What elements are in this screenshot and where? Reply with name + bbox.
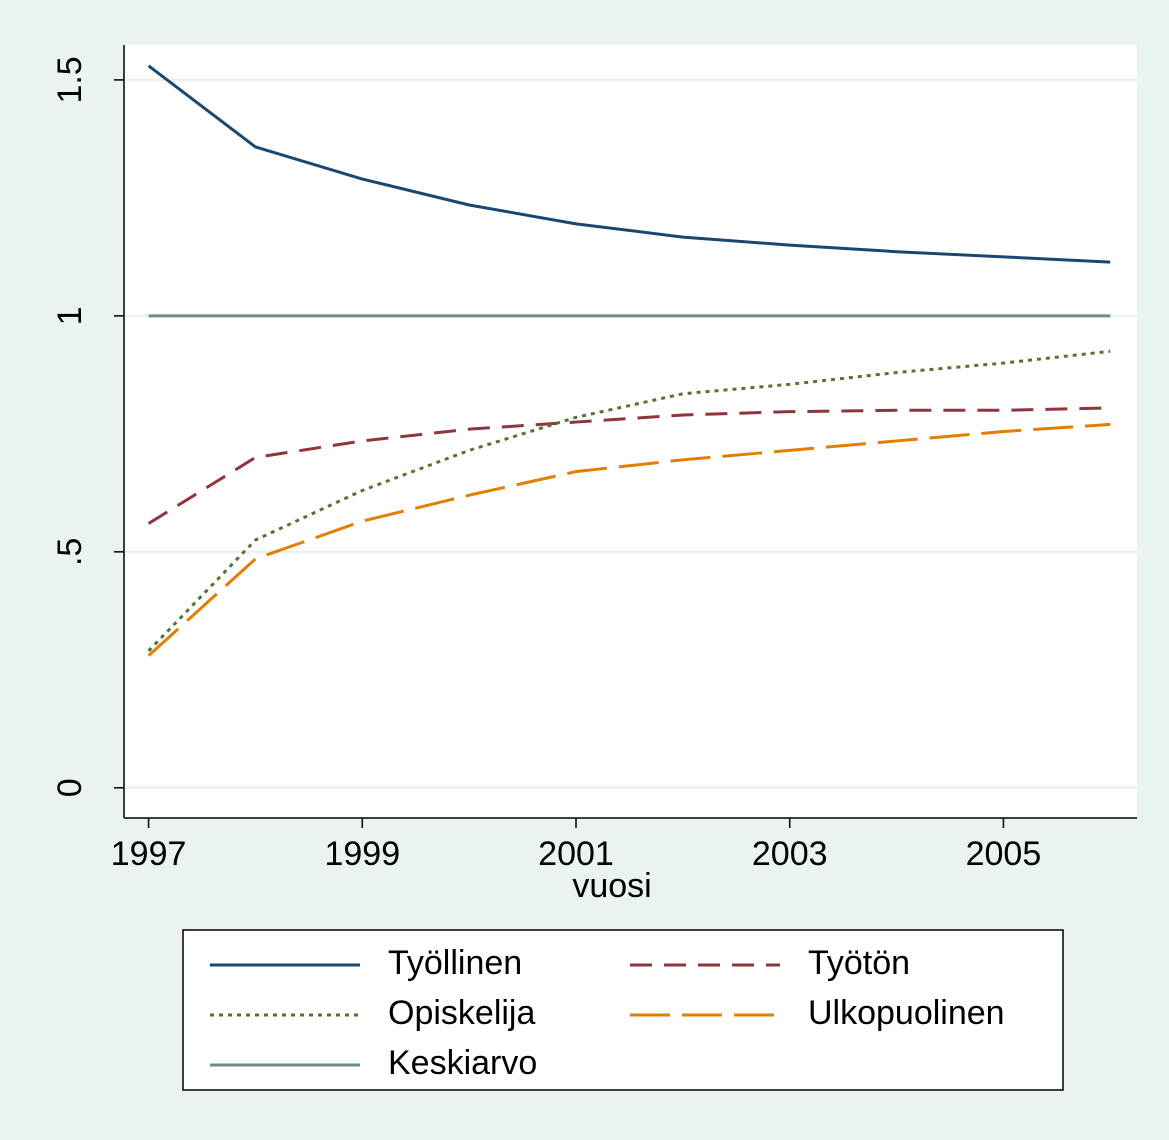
x-tick-label: 2005 — [966, 835, 1042, 873]
y-tick-label: 0 — [51, 778, 89, 797]
legend-label: Ulkopuolinen — [808, 994, 1005, 1032]
series-line — [147, 349, 1111, 652]
series-line — [147, 422, 1111, 657]
y-tick-label: .5 — [51, 538, 89, 566]
series-line — [147, 64, 1111, 264]
x-tick-label: 2003 — [752, 835, 828, 873]
legend — [182, 929, 1064, 1091]
legend-label: Opiskelija — [388, 994, 535, 1032]
x-tick-label: 1999 — [324, 835, 400, 873]
series-line — [147, 406, 1111, 525]
y-tick-label: 1 — [51, 306, 89, 325]
y-tick-label: 1.5 — [51, 56, 89, 103]
x-axis-label: vuosi — [572, 867, 651, 905]
legend-label: Työllinen — [388, 944, 522, 982]
legend-label: Työtön — [808, 944, 910, 982]
plot-area — [124, 45, 1137, 818]
x-tick-label: 1997 — [111, 835, 187, 873]
x-tick-label: 2001 — [538, 835, 614, 873]
legend-label: Keskiarvo — [388, 1044, 537, 1082]
